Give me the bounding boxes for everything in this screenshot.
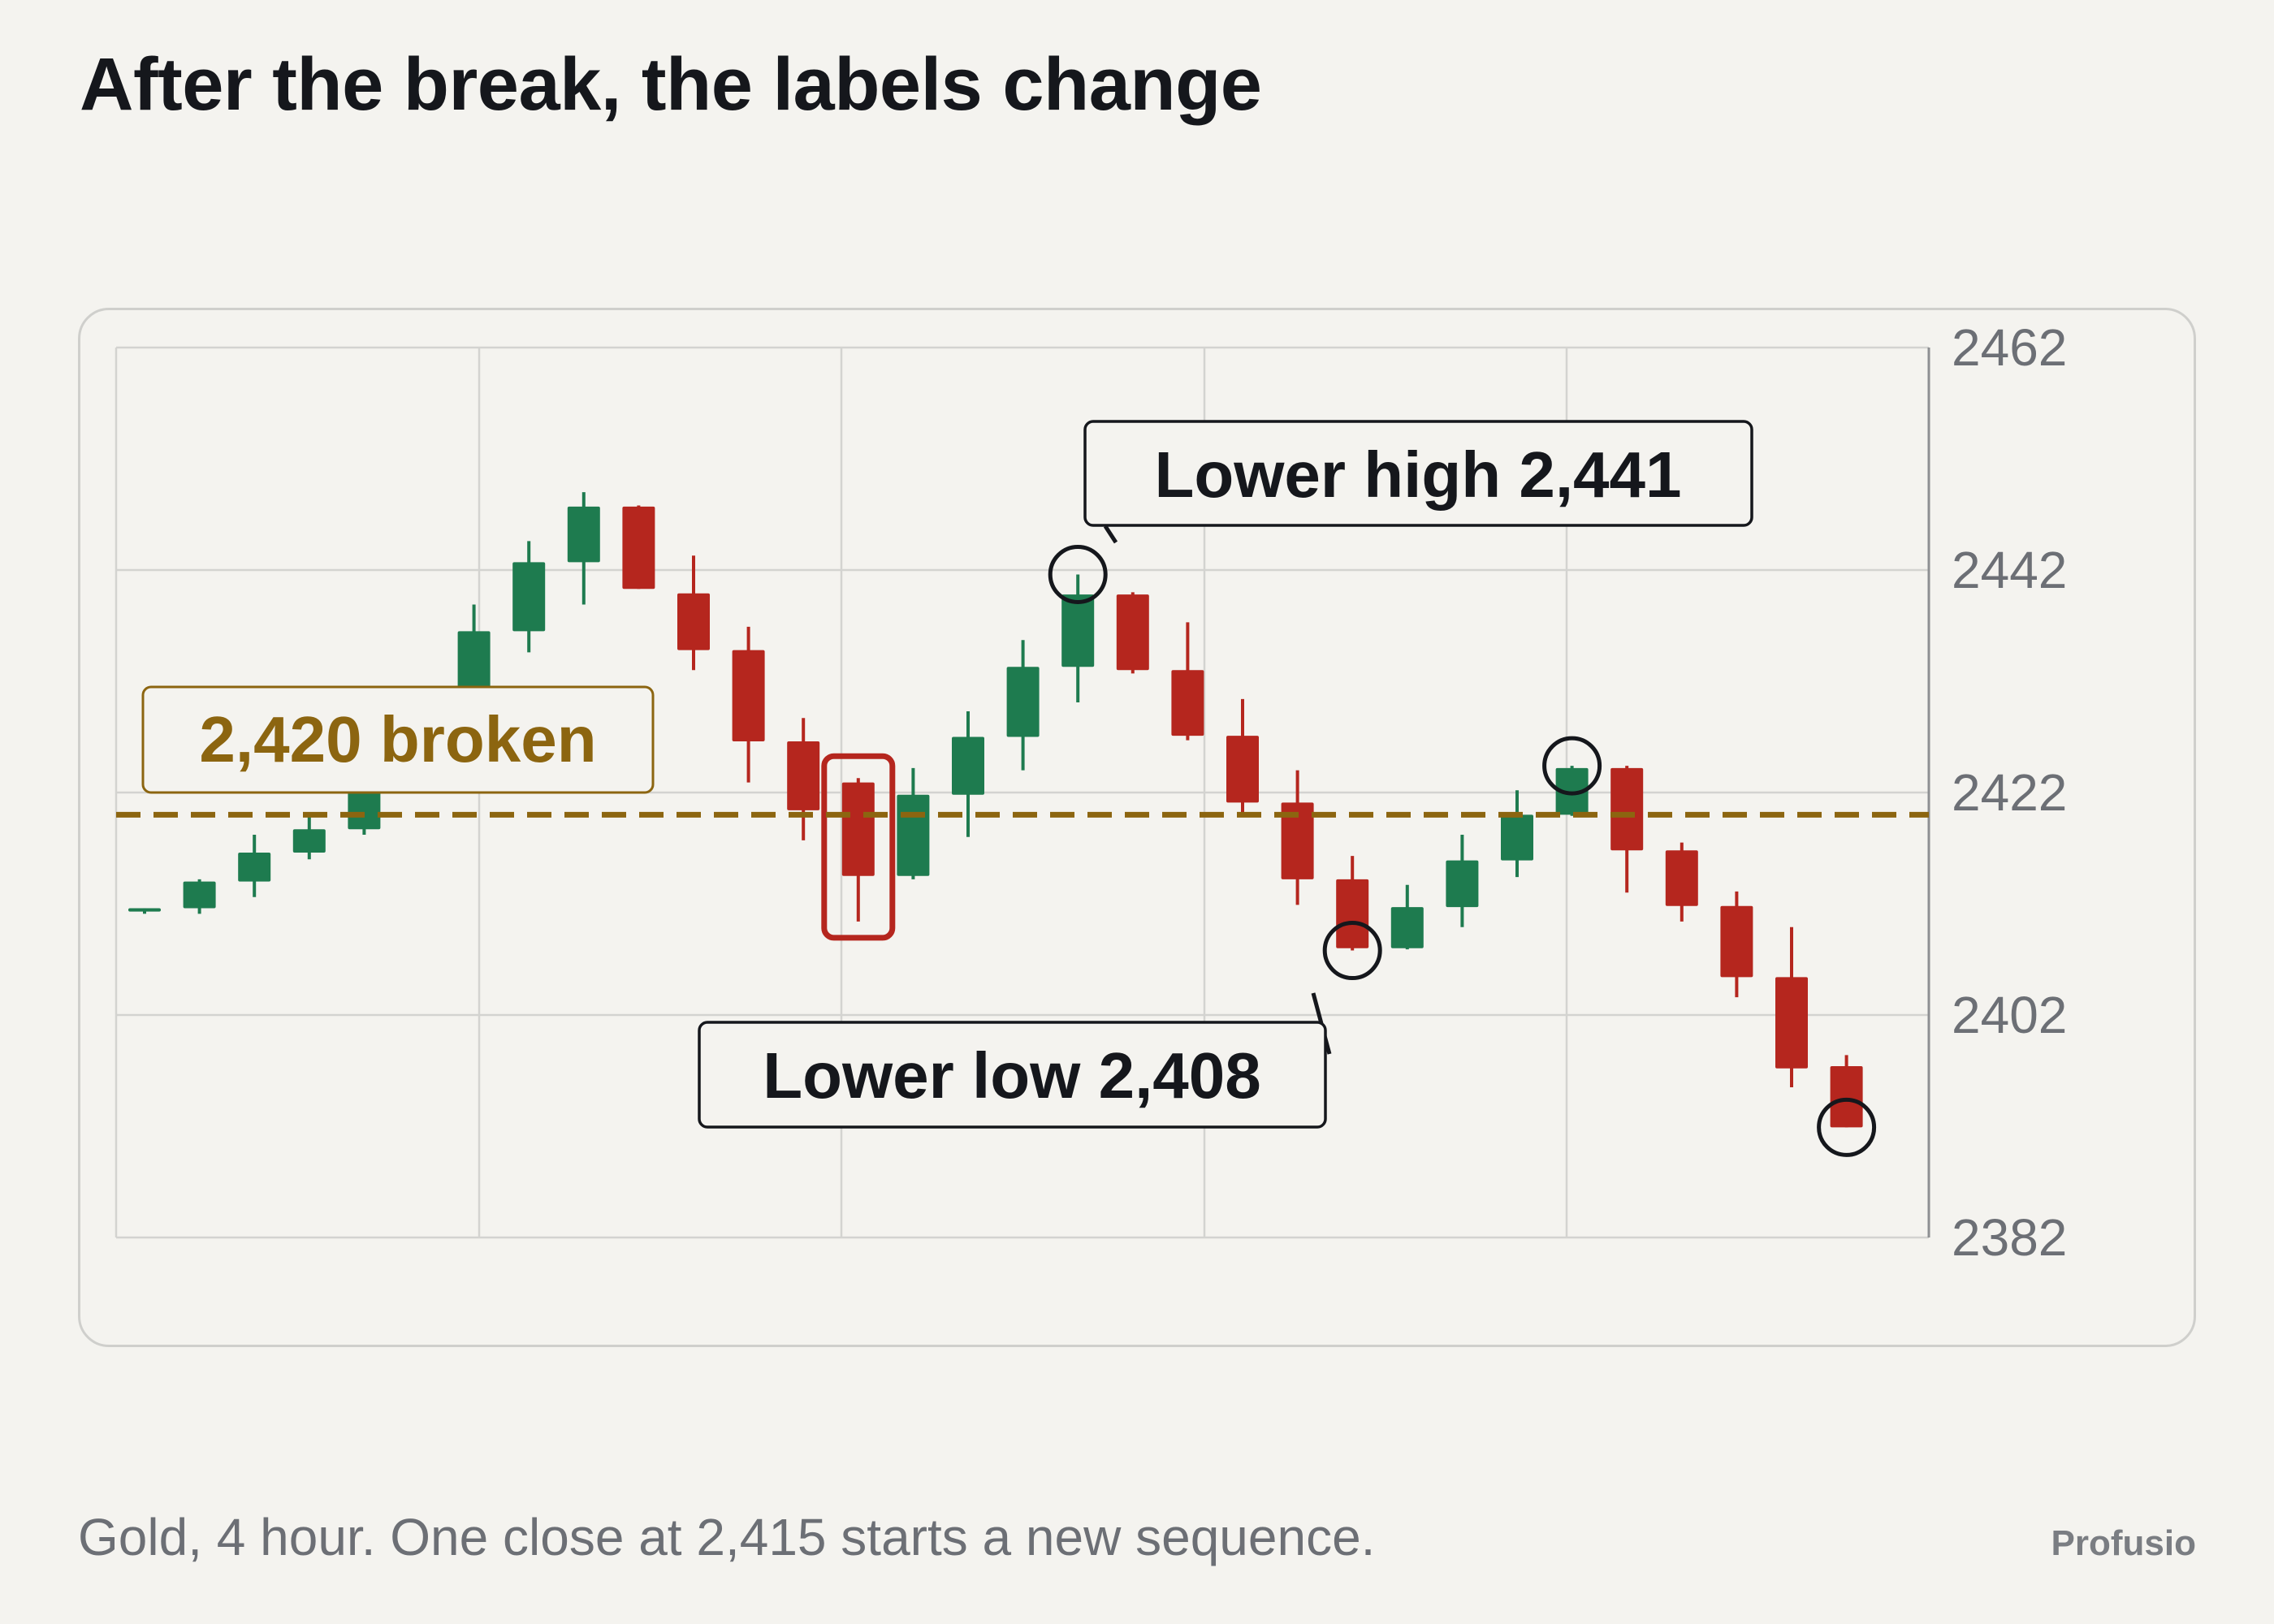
candle-body — [1665, 850, 1698, 906]
lower-low-callout-box — [698, 1021, 1327, 1129]
candle — [1061, 574, 1095, 703]
candle — [512, 541, 546, 653]
chart-title: After the break, the labels change — [80, 43, 1262, 126]
candle-body — [677, 593, 710, 650]
candle-body — [732, 650, 765, 741]
chart-card — [78, 308, 2196, 1347]
candle-body — [1061, 594, 1095, 667]
candle-body — [1116, 594, 1149, 671]
candle — [1720, 891, 1753, 998]
candle-body — [1830, 1066, 1863, 1128]
candle — [238, 835, 271, 897]
candle — [841, 778, 875, 922]
candle-body — [183, 881, 216, 909]
candle-body — [457, 631, 491, 701]
swing-marker-circle — [1048, 544, 1108, 604]
candle — [1446, 835, 1479, 927]
candle-body — [952, 736, 984, 795]
candle — [787, 718, 820, 840]
break-candle-highlight — [821, 753, 896, 941]
candle — [1171, 622, 1204, 741]
lower-high-callout-box — [1083, 420, 1753, 527]
candle — [952, 710, 984, 837]
candle — [292, 817, 326, 860]
candle-body — [1720, 905, 1753, 978]
candle-body — [1006, 667, 1040, 737]
swing-marker-circle — [1817, 1097, 1877, 1157]
candle — [897, 767, 930, 879]
candle — [1665, 842, 1698, 922]
lower-high-callout: Lower high 2,441 — [1154, 438, 1681, 511]
candle-body — [567, 506, 600, 563]
candle — [128, 908, 161, 914]
candle — [1390, 884, 1424, 950]
candle — [622, 505, 655, 590]
candle-body — [1610, 767, 1644, 851]
candle-body — [128, 908, 161, 912]
swing-marker-circle — [1542, 736, 1602, 796]
candle — [1116, 592, 1149, 674]
y-tick-label: 2402 — [1952, 986, 2067, 1044]
candle — [677, 555, 710, 671]
candle-body — [622, 506, 655, 590]
y-tick-label: 2462 — [1952, 318, 2067, 377]
y-tick-label: 2442 — [1952, 541, 2067, 599]
candle-body — [1281, 802, 1314, 879]
candle — [1501, 790, 1533, 878]
candle — [567, 492, 600, 605]
y-tick-label: 2422 — [1952, 763, 2067, 822]
swing-marker-circle — [1322, 921, 1382, 981]
candle — [1281, 770, 1314, 905]
candle — [1830, 1055, 1863, 1128]
y-tick-label: 2382 — [1952, 1208, 2067, 1267]
candle — [1775, 926, 1808, 1088]
lower-low-callout: Lower low 2,408 — [763, 1039, 1261, 1112]
candle — [183, 879, 216, 914]
candle-body — [1501, 814, 1533, 861]
candle-body — [292, 829, 326, 853]
candle-body — [787, 741, 820, 810]
candle-body — [897, 794, 930, 876]
candle — [732, 626, 765, 783]
candle-body — [1171, 670, 1204, 736]
candle-body — [1226, 736, 1259, 803]
candles — [128, 492, 1863, 1128]
candle-body — [1336, 879, 1369, 948]
candle-body — [1390, 907, 1424, 948]
candle — [1006, 640, 1040, 771]
candle — [1336, 856, 1369, 951]
candle-body — [841, 782, 875, 876]
candle-body — [238, 852, 271, 882]
level-label-box — [141, 685, 655, 794]
chart-caption: Gold, 4 hour. One close at 2,415 starts … — [78, 1508, 1376, 1566]
brand-logo: Profusio — [2051, 1523, 2196, 1563]
candle-body — [1775, 977, 1808, 1069]
callout-leader-line — [1103, 525, 1118, 544]
candle-body — [1446, 860, 1479, 908]
candle — [1226, 698, 1259, 815]
level-label: 2,420 broken — [199, 703, 596, 775]
candle — [1610, 766, 1644, 893]
candle-body — [512, 562, 546, 632]
